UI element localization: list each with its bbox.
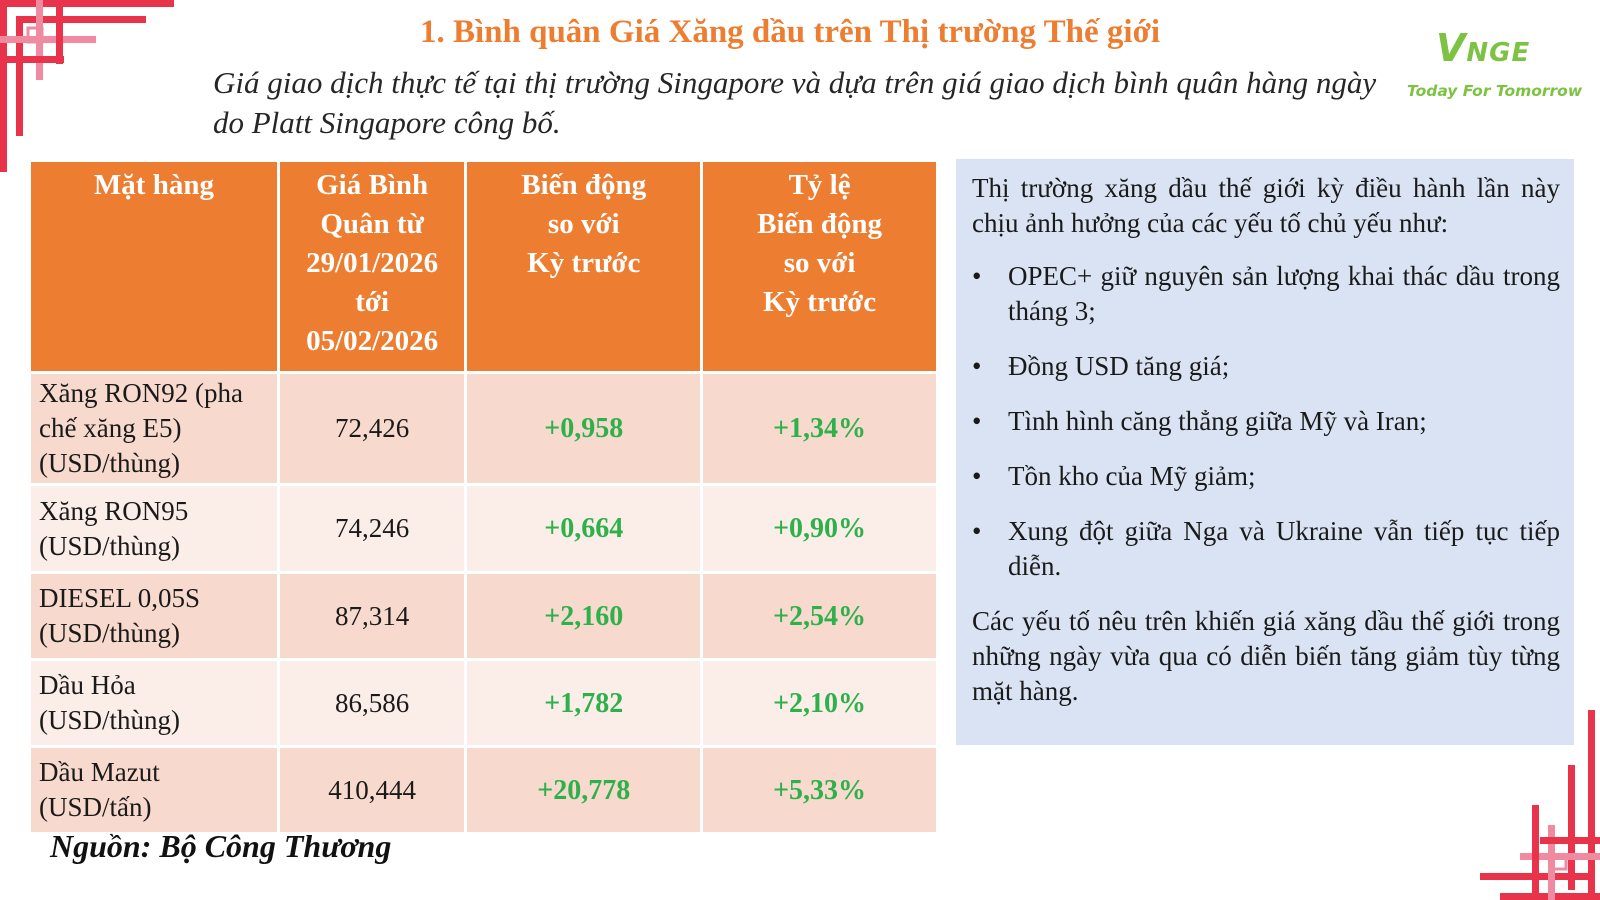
notes-conclusion: Các yếu tố nêu trên khiến giá xăng dầu t… [972, 606, 1560, 706]
header-line: Kỳ trước [527, 247, 641, 279]
notes-bullet-list: • OPEC+ giữ nguyên sản lượng khai thác dầ… [972, 259, 1560, 584]
cell-product: Xăng RON95 (USD/thùng) [28, 483, 280, 574]
cell-change: +2,160 [464, 571, 704, 661]
header-avg-price: Giá Bình Quân từ 29/01/2026 tới 05/02/20… [276, 159, 468, 374]
table-row: Dầu Mazut (USD/tấn) 410,444 +20,778 +5,3… [28, 745, 939, 835]
cell-price: 72,426 [276, 371, 468, 486]
product-line: Dầu Hỏa [39, 670, 136, 700]
cell-price: 74,246 [276, 483, 468, 574]
header-product: Mặt hàng [28, 159, 280, 374]
bullet-text: Tình hình căng thẳng giữa Mỹ và Iran; [1008, 406, 1427, 436]
cell-price: 410,444 [276, 745, 468, 835]
product-line: DIESEL 0,05S [39, 583, 200, 613]
cell-change: +1,782 [464, 658, 704, 748]
header-line: Giá Bình [316, 169, 429, 201]
cell-change-pct: +2,10% [700, 658, 939, 748]
header-line: Quân từ [320, 208, 424, 240]
list-item: • Tồn kho của Mỹ giảm; [972, 459, 1560, 494]
cell-change-pct: +0,90% [700, 483, 939, 574]
list-item: • OPEC+ giữ nguyên sản lượng khai thác dầ… [972, 259, 1560, 329]
header-line: Biến động [521, 169, 647, 201]
market-notes-panel: Thị trường xăng dầu thế giới kỳ điều hàn… [956, 159, 1574, 745]
table-row: DIESEL 0,05S (USD/thùng) 87,314 +2,160 +… [28, 571, 939, 661]
bullet-icon: • [972, 351, 982, 381]
logo-mark-rest: NGE [1466, 38, 1531, 68]
table-row: Dầu Hỏa (USD/thùng) 86,586 +1,782 +2,10% [28, 658, 939, 748]
bullet-text: OPEC+ giữ nguyên sản lượng khai thác dầu… [1008, 261, 1560, 326]
cell-price: 87,314 [276, 571, 468, 661]
cell-change-pct: +1,34% [700, 371, 939, 486]
logo-mark: VNGE [1436, 26, 1530, 70]
table-row: Xăng RON92 (pha chế xăng E5) (USD/thùng)… [28, 371, 939, 486]
list-item: • Tình hình căng thẳng giữa Mỹ và Iran; [972, 404, 1560, 439]
header-change: Biến động so với Kỳ trước [464, 159, 704, 374]
cell-product: DIESEL 0,05S (USD/thùng) [28, 571, 280, 661]
cell-change-pct: +2,54% [700, 571, 939, 661]
header-line: Mặt hàng [93, 169, 214, 201]
product-line: (USD/thùng) [39, 448, 180, 478]
product-line: (USD/tấn) [39, 792, 152, 822]
cell-product: Dầu Hỏa (USD/thùng) [28, 658, 280, 748]
bullet-icon: • [972, 516, 982, 546]
product-line: (USD/thùng) [39, 618, 180, 648]
header-line: so với [547, 208, 620, 240]
table-row: Xăng RON95 (USD/thùng) 74,246 +0,664 +0,… [28, 483, 939, 574]
cell-change: +0,664 [464, 483, 704, 574]
header-line: 05/02/2026 [306, 325, 439, 357]
cell-change-pct: +5,33% [700, 745, 939, 835]
cell-product: Dầu Mazut (USD/tấn) [28, 745, 280, 835]
source-note: Nguồn: Bộ Công Thương [50, 828, 392, 864]
header-line: so với [783, 247, 856, 279]
page-title: 1. Bình quân Giá Xăng dầu trên Thị trườn… [419, 14, 1161, 50]
cell-product: Xăng RON92 (pha chế xăng E5) (USD/thùng) [28, 371, 280, 486]
product-line: Xăng RON92 (pha [39, 378, 243, 408]
product-line: (USD/thùng) [39, 705, 180, 735]
bullet-icon: • [972, 461, 982, 491]
corner-ornament-top-left [0, 0, 174, 172]
product-line: Xăng RON95 [39, 495, 189, 526]
product-line: chế xăng E5) [39, 413, 182, 443]
bullet-text: Đồng USD tăng giá; [1008, 351, 1230, 381]
cell-change: +0,958 [464, 371, 704, 486]
corner-ornament-bottom-right [1480, 710, 1600, 900]
header-line: 29/01/2026 [306, 247, 439, 279]
header-line: Tỷ lệ [788, 169, 851, 201]
list-item: • Đồng USD tăng giá; [972, 349, 1560, 384]
header-change-pct: Tỷ lệ Biến động so với Kỳ trước [700, 159, 939, 374]
table-header-row: Mặt hàng Giá Bình Quân từ 29/01/2026 tới… [28, 159, 939, 374]
bullet-text: Xung đột giữa Nga và Ukraine vẫn tiếp tụ… [1008, 516, 1560, 581]
bullet-text: Tồn kho của Mỹ giảm; [1008, 461, 1256, 491]
product-line: Dầu Mazut [39, 757, 160, 787]
product-line: (USD/thùng) [39, 530, 180, 561]
logo-tagline: Today For Tomorrow [1407, 82, 1583, 100]
header-line: tới [355, 286, 390, 318]
list-item: • Xung đột giữa Nga và Ukraine vẫn tiếp t… [972, 514, 1560, 584]
cell-change: +20,778 [464, 745, 704, 835]
logo-mark-v: V [1436, 26, 1467, 70]
header-line: Kỳ trước [762, 286, 877, 318]
page-subtitle: Giá giao dịch thực tế tại thị trường Sin… [213, 65, 1377, 140]
bullet-icon: • [972, 406, 982, 436]
header-line: Biến động [757, 208, 883, 240]
notes-intro: Thị trường xăng dầu thế giới kỳ điều hàn… [972, 173, 1560, 238]
bullet-icon: • [972, 261, 982, 291]
company-logo: VNGE Today For Tomorrow [1400, 12, 1582, 112]
price-table: Mặt hàng Giá Bình Quân từ 29/01/2026 tới… [28, 159, 939, 835]
cell-price: 86,586 [276, 658, 468, 748]
